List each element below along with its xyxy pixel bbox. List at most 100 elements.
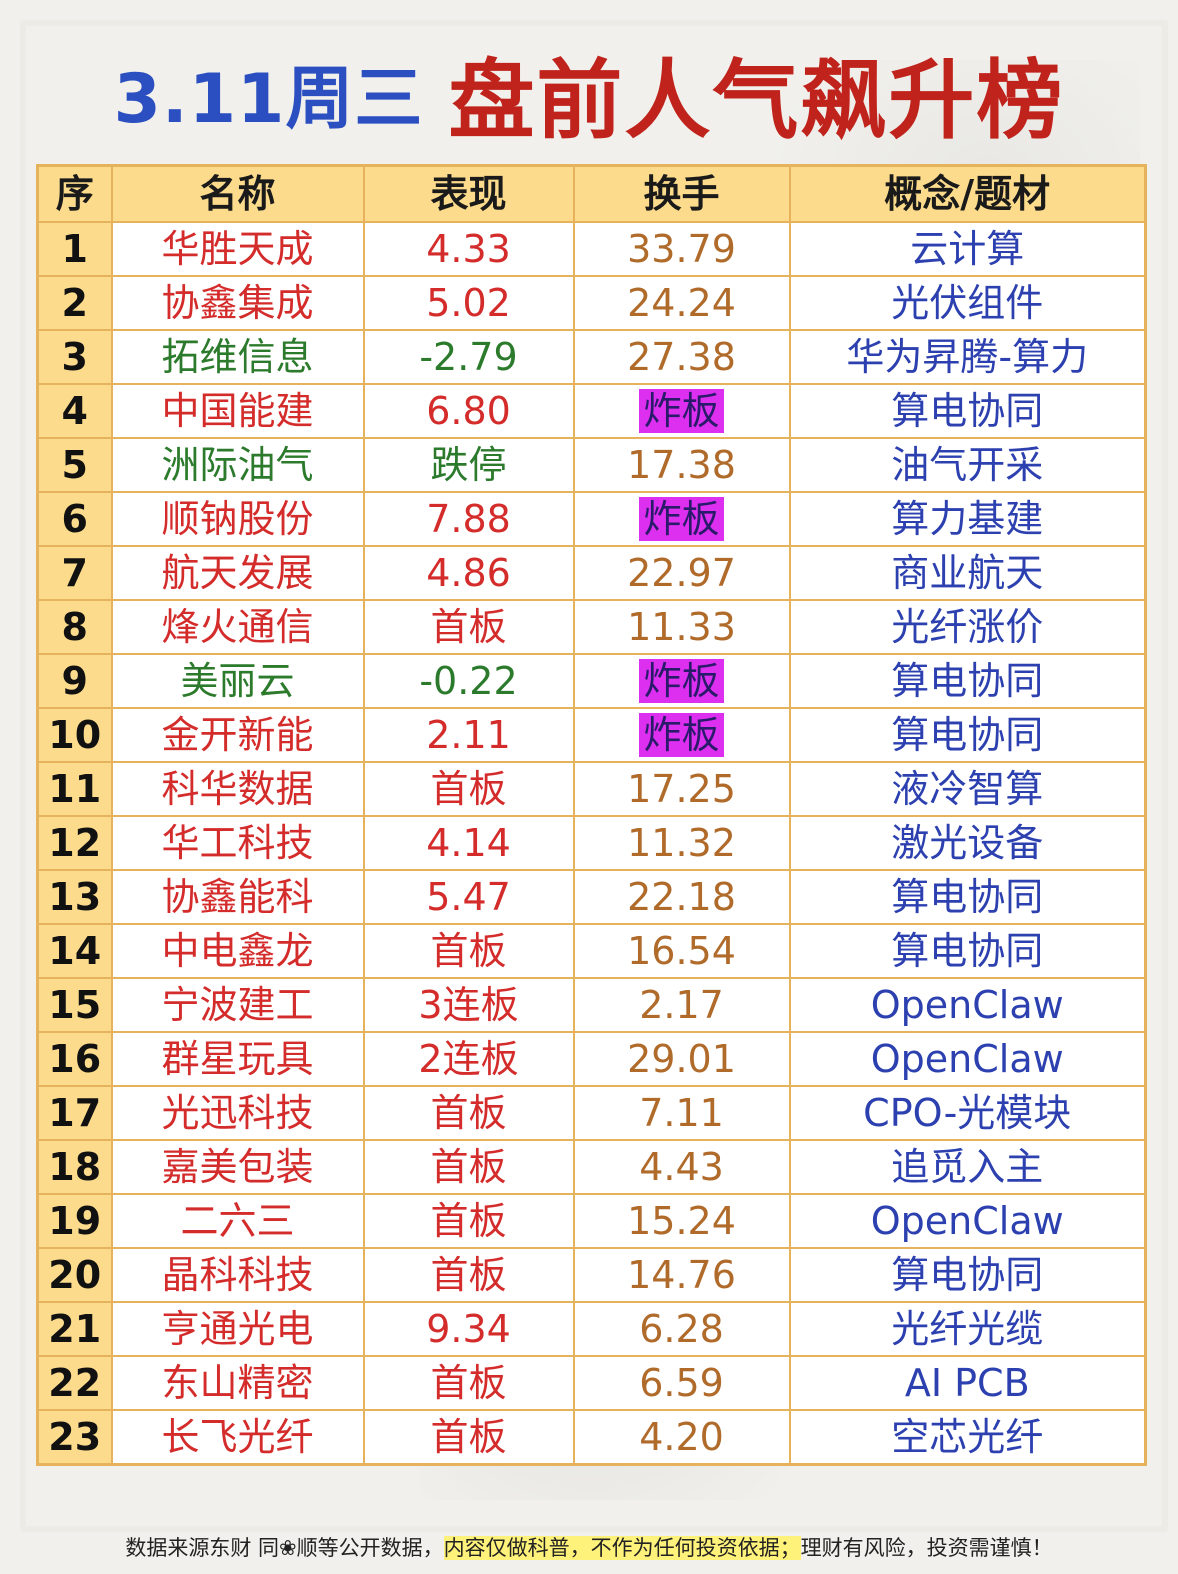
cell-stock-name: 宁波建工 xyxy=(110,977,365,1033)
cell-stock-name: 协鑫集成 xyxy=(110,275,365,331)
cell-seq: 17 xyxy=(36,1085,113,1141)
cell-seq: 14 xyxy=(36,923,113,979)
cell-stock-name: 嘉美包装 xyxy=(110,1139,365,1195)
cell-stock-name: 洲际油气 xyxy=(110,437,365,493)
cell-seq: 18 xyxy=(36,1139,113,1195)
cell-seq: 22 xyxy=(36,1355,113,1411)
cell-concept: 激光设备 xyxy=(788,815,1147,871)
cell-concept: OpenClaw xyxy=(788,1031,1147,1087)
table-row: 2 协鑫集成 5.02 24.24 光伏组件 xyxy=(36,275,1147,331)
table-row: 11 科华数据 首板 17.25 液冷智算 xyxy=(36,761,1147,817)
table-row: 3 拓维信息 -2.79 27.38 华为昇腾-算力 xyxy=(36,329,1147,385)
cell-concept: 光纤涨价 xyxy=(788,599,1147,655)
table-row: 17 光迅科技 首板 7.11 CPO-光模块 xyxy=(36,1085,1147,1141)
table-row: 16 群星玩具 2连板 29.01 OpenClaw xyxy=(36,1031,1147,1087)
cell-stock-name: 中国能建 xyxy=(110,383,365,439)
cell-turnover: 11.33 xyxy=(572,599,791,655)
cell-turnover: 炸板 xyxy=(572,653,791,709)
page-title: 3.11周三 盘前人气飙升榜 xyxy=(0,30,1178,160)
cell-stock-name: 晶科科技 xyxy=(110,1247,365,1303)
cell-turnover: 11.32 xyxy=(572,815,791,871)
cell-turnover: 4.43 xyxy=(572,1139,791,1195)
cell-stock-name: 中电鑫龙 xyxy=(110,923,365,979)
cell-concept: 商业航天 xyxy=(788,545,1147,601)
table-header-row: 序 名称 表现 换手 概念/题材 xyxy=(36,164,1147,223)
table-row: 12 华工科技 4.14 11.32 激光设备 xyxy=(36,815,1147,871)
cell-performance: 首板 xyxy=(362,1193,575,1249)
header-seq: 序 xyxy=(36,164,113,223)
cell-concept: OpenClaw xyxy=(788,977,1147,1033)
cell-performance: 4.86 xyxy=(362,545,575,601)
table-row: 18 嘉美包装 首板 4.43 追觅入主 xyxy=(36,1139,1147,1195)
table-row: 6 顺钠股份 7.88 炸板 算力基建 xyxy=(36,491,1147,547)
cell-stock-name: 拓维信息 xyxy=(110,329,365,385)
cell-seq: 23 xyxy=(36,1409,113,1466)
cell-performance: 跌停 xyxy=(362,437,575,493)
cell-performance: 首板 xyxy=(362,599,575,655)
cell-performance: -0.22 xyxy=(362,653,575,709)
table-row: 13 协鑫能科 5.47 22.18 算电协同 xyxy=(36,869,1147,925)
cell-turnover: 17.25 xyxy=(572,761,791,817)
cell-performance: 4.33 xyxy=(362,221,575,277)
header-performance: 表现 xyxy=(362,164,575,223)
cell-turnover: 16.54 xyxy=(572,923,791,979)
cell-turnover: 24.24 xyxy=(572,275,791,331)
cell-seq: 6 xyxy=(36,491,113,547)
cell-stock-name: 华胜天成 xyxy=(110,221,365,277)
cell-performance: 首板 xyxy=(362,923,575,979)
cell-performance: 5.47 xyxy=(362,869,575,925)
cell-concept: 算电协同 xyxy=(788,653,1147,709)
cell-performance: -2.79 xyxy=(362,329,575,385)
table-row: 22 东山精密 首板 6.59 AI PCB xyxy=(36,1355,1147,1411)
cell-stock-name: 烽火通信 xyxy=(110,599,365,655)
cell-concept: 光纤光缆 xyxy=(788,1301,1147,1357)
table-row: 20 晶科科技 首板 14.76 算电协同 xyxy=(36,1247,1147,1303)
table-row: 5 洲际油气 跌停 17.38 油气开采 xyxy=(36,437,1147,493)
cell-seq: 8 xyxy=(36,599,113,655)
cell-turnover: 7.11 xyxy=(572,1085,791,1141)
disclaimer-footer: 数据来源东财 同❀顺等公开数据，内容仅做科普，不作为任何投资依据；理财有风险，投… xyxy=(0,1530,1178,1566)
cell-performance: 首板 xyxy=(362,1409,575,1466)
cell-performance: 2连板 xyxy=(362,1031,575,1087)
cell-concept: 云计算 xyxy=(788,221,1147,277)
broken-board-badge: 炸板 xyxy=(639,713,724,757)
table-row: 7 航天发展 4.86 22.97 商业航天 xyxy=(36,545,1147,601)
cell-performance: 9.34 xyxy=(362,1301,575,1357)
cell-stock-name: 协鑫能科 xyxy=(110,869,365,925)
table-row: 8 烽火通信 首板 11.33 光纤涨价 xyxy=(36,599,1147,655)
cell-concept: 算力基建 xyxy=(788,491,1147,547)
cell-stock-name: 二六三 xyxy=(110,1193,365,1249)
cell-seq: 16 xyxy=(36,1031,113,1087)
cell-stock-name: 群星玩具 xyxy=(110,1031,365,1087)
cell-stock-name: 科华数据 xyxy=(110,761,365,817)
cell-seq: 4 xyxy=(36,383,113,439)
ranking-table: 序 名称 表现 换手 概念/题材 1 华胜天成 4.33 33.79 云计算 2 协鑫集成 5… xyxy=(36,164,1147,1466)
cell-turnover: 27.38 xyxy=(572,329,791,385)
broken-board-badge: 炸板 xyxy=(639,389,724,433)
cell-stock-name: 东山精密 xyxy=(110,1355,365,1411)
cell-performance: 4.14 xyxy=(362,815,575,871)
cell-seq: 7 xyxy=(36,545,113,601)
header-turnover: 换手 xyxy=(572,164,791,223)
cell-concept: 算电协同 xyxy=(788,923,1147,979)
cell-concept: 算电协同 xyxy=(788,707,1147,763)
broken-board-badge: 炸板 xyxy=(639,659,724,703)
cell-turnover: 炸板 xyxy=(572,491,791,547)
footer-risk: 理财有风险，投资需谨慎！ xyxy=(800,1536,1053,1560)
cell-concept: 光伏组件 xyxy=(788,275,1147,331)
cell-concept: 华为昇腾-算力 xyxy=(788,329,1147,385)
cell-seq: 1 xyxy=(36,221,113,277)
cell-performance: 5.02 xyxy=(362,275,575,331)
cell-seq: 15 xyxy=(36,977,113,1033)
cell-stock-name: 美丽云 xyxy=(110,653,365,709)
cell-seq: 21 xyxy=(36,1301,113,1357)
cell-seq: 19 xyxy=(36,1193,113,1249)
cell-turnover: 33.79 xyxy=(572,221,791,277)
title-main: 盘前人气飙升榜 xyxy=(448,51,1065,151)
cell-seq: 12 xyxy=(36,815,113,871)
header-concept: 概念/题材 xyxy=(788,164,1147,223)
cell-concept: 油气开采 xyxy=(788,437,1147,493)
cell-seq: 13 xyxy=(36,869,113,925)
cell-turnover: 14.76 xyxy=(572,1247,791,1303)
